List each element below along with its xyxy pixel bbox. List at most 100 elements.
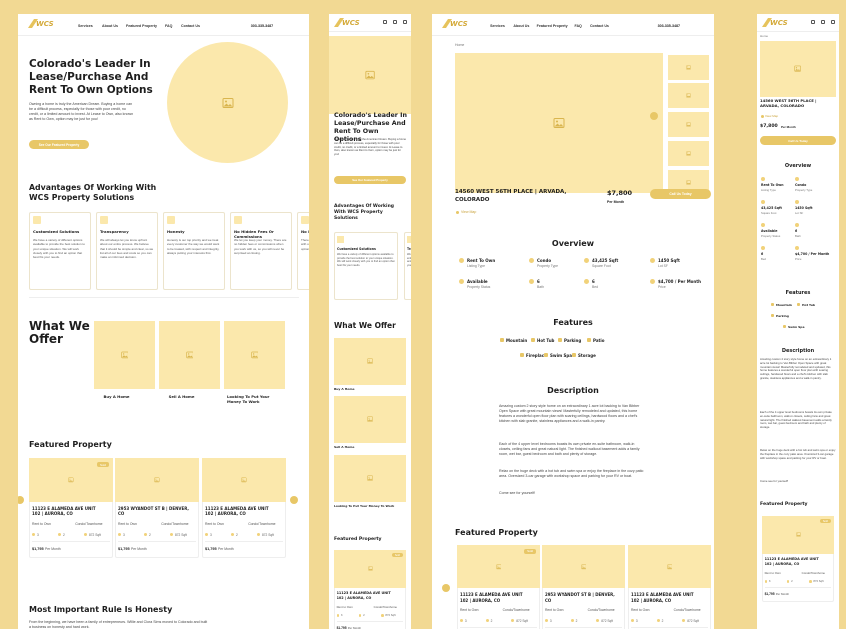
description: Amazing custom 2 story style home on an … — [499, 404, 640, 423]
button[interactable]: Call Us Today — [650, 189, 711, 199]
section-title: Features — [553, 318, 593, 327]
nav-link[interactable]: Featured Property — [126, 24, 157, 28]
header-icon — [811, 20, 815, 24]
badge: Sold — [820, 519, 831, 524]
panel: WCS Colorado's Leader In Lease/Purchase A… — [329, 14, 411, 629]
stat-icon — [32, 533, 35, 536]
logo-text: WCS — [342, 19, 360, 27]
logo-mark — [28, 19, 38, 28]
stat-icon — [358, 614, 362, 617]
button[interactable]: Call Us Today — [760, 136, 836, 145]
price-unit: Per Month — [131, 547, 147, 551]
check-icon — [544, 353, 548, 357]
check-icon — [771, 314, 774, 317]
advantage-title: Customized Solutions — [33, 229, 80, 234]
overview-label: Listing Type — [467, 263, 486, 268]
stat-baths: 2 — [661, 618, 664, 623]
feature: Storage — [578, 352, 596, 358]
nav-link[interactable]: FAQ — [574, 24, 582, 28]
image-icon — [367, 416, 373, 423]
card-rule — [764, 587, 832, 588]
stat-icon — [381, 614, 384, 617]
stat-beds: 3 — [37, 532, 39, 537]
stat-icon — [459, 619, 463, 623]
feature: Swim Spa — [550, 352, 572, 358]
image-icon — [185, 351, 194, 359]
view-map[interactable]: View Map — [461, 210, 477, 214]
advantage-icon — [33, 216, 41, 224]
price-unit: Per Month — [45, 547, 61, 551]
stat-icon — [144, 533, 147, 536]
view-map[interactable]: View Map — [765, 114, 779, 118]
overview-icon — [529, 258, 534, 263]
carousel-arrow[interactable] — [650, 112, 658, 120]
button[interactable]: See Our Featured Property — [334, 176, 406, 184]
card-rule — [630, 627, 709, 628]
overview-value: Condo — [795, 183, 807, 187]
button[interactable]: See Our Featured Property — [29, 140, 89, 149]
image-placeholder — [668, 83, 709, 108]
property-price: $1,795 — [32, 547, 44, 551]
overview-value: Available — [761, 229, 778, 233]
image-placeholder — [455, 53, 663, 193]
section-title: Features — [785, 290, 811, 296]
stat-icon — [336, 614, 340, 617]
stat-area: 872 Sqft — [516, 618, 529, 623]
hero-title: Colorado's Leader In Lease/Purchase And … — [29, 58, 153, 96]
offer-label: Sell A Home — [334, 445, 355, 449]
feature: Swim Spa — [788, 324, 805, 329]
stat-area: 872 Sqft — [601, 618, 614, 623]
nav-link[interactable]: Contact Us — [181, 24, 200, 28]
overview-icon — [459, 258, 464, 263]
logo: WCS — [334, 18, 360, 28]
carousel-arrow[interactable] — [442, 584, 450, 592]
nav-link[interactable]: FAQ — [165, 24, 173, 28]
property-price: $7,800 — [607, 189, 633, 197]
overview-value: Condo — [537, 257, 552, 263]
section-title: Description — [781, 348, 815, 354]
section-title: Description — [547, 386, 599, 395]
nav-link[interactable]: Services — [490, 24, 505, 28]
stat-beds: 3 — [340, 613, 343, 617]
section-title: Overview — [784, 163, 812, 169]
advantage-text: We will always let you know upfront abou… — [100, 238, 154, 260]
carousel-arrow[interactable] — [18, 496, 24, 504]
overview-value: 43,425 Sqft — [592, 257, 619, 263]
advantage-title: No Risk — [301, 229, 309, 234]
image-placeholder — [167, 42, 288, 163]
carousel-arrow[interactable] — [290, 496, 298, 504]
overview-icon — [584, 279, 589, 284]
card-rule — [459, 627, 538, 628]
property-address: 11123 E Alameda Ave Unit 102 | Aurora, C… — [205, 506, 269, 517]
nav-link[interactable]: About Us — [513, 24, 530, 28]
overview-icon — [761, 177, 765, 181]
image-placeholder — [628, 545, 711, 589]
phone: 303-335-3487 — [657, 24, 680, 28]
check-icon — [500, 338, 504, 342]
nav-link[interactable]: Contact Us — [589, 24, 609, 28]
advantage-title: No Hidden Fees Or Commissions — [234, 229, 274, 239]
property-price: $7,800 — [760, 124, 778, 129]
image-placeholder — [334, 338, 406, 385]
card-rule — [544, 627, 623, 628]
stat-area: 872 Sqft — [385, 613, 396, 617]
nav-link[interactable]: Services — [78, 24, 93, 28]
section-title: Featured Property — [334, 537, 382, 542]
advantage-icon — [100, 216, 108, 224]
property-address: 11123 E Alameda Ave Unit 102 | Aurora, C… — [336, 591, 391, 600]
image-icon — [686, 93, 691, 98]
overview-icon — [650, 279, 655, 284]
overview-icon — [795, 246, 799, 250]
overview-value: $4,700 / Per Month — [795, 252, 830, 256]
nav-link[interactable]: Featured Property — [536, 24, 568, 28]
nav-link[interactable]: About Us — [102, 24, 118, 28]
stat-area: 872 Sqft — [89, 532, 101, 537]
overview-value: 6 — [795, 229, 798, 233]
image-placeholder — [329, 36, 411, 114]
overview-label: Price — [658, 284, 666, 289]
header-icon — [831, 20, 835, 24]
overview-label: Property Status — [467, 284, 491, 289]
card-rule — [336, 621, 404, 622]
property-address: 11123 E Alameda Ave Unit 102 | Aurora, C… — [459, 592, 523, 603]
card-rule — [118, 541, 196, 542]
